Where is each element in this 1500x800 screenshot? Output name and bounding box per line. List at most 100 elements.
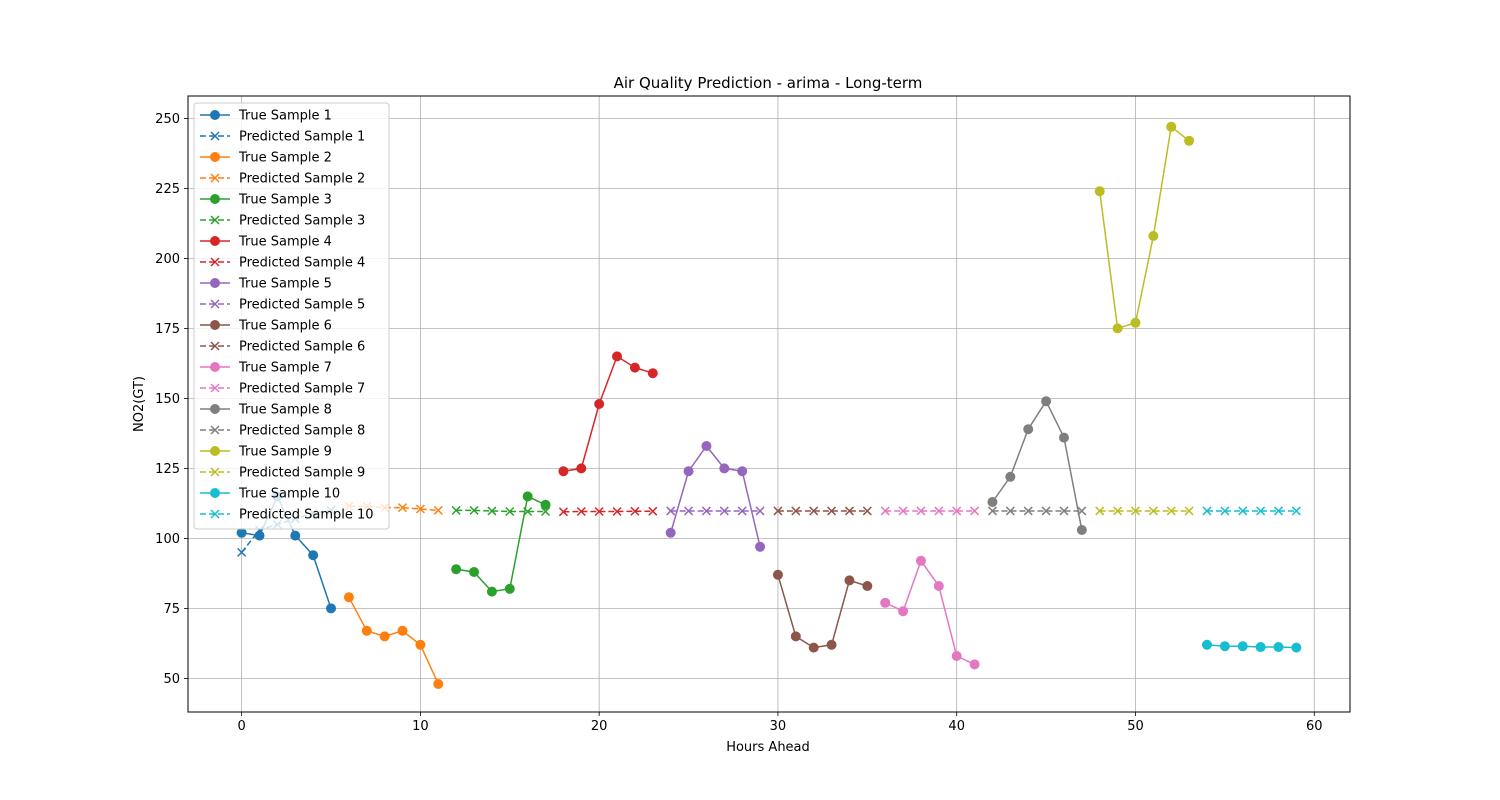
- data-point-marker: [808, 642, 819, 653]
- data-point-marker: [415, 639, 426, 650]
- prediction-point-marker: [1273, 506, 1284, 516]
- legend-swatch-marker: [210, 467, 220, 477]
- legend-swatch-marker: [210, 215, 220, 225]
- data-point-marker: [987, 497, 998, 507]
- data-point-marker: [844, 575, 855, 586]
- prediction-point-marker: [1202, 506, 1212, 516]
- legend-label: Predicted Sample 2: [239, 172, 365, 187]
- prediction-point-marker: [1059, 506, 1069, 516]
- legend-swatch-marker: [210, 257, 220, 267]
- y-tick-label: 100: [155, 532, 180, 547]
- series-group: [773, 506, 872, 516]
- prediction-point-marker: [1130, 506, 1141, 516]
- data-point-marker: [1094, 186, 1105, 197]
- y-tick-label: 125: [155, 462, 180, 477]
- data-point-marker: [755, 541, 766, 552]
- series-group: [666, 506, 765, 516]
- prediction-point-marker: [1184, 506, 1194, 516]
- data-point-marker: [1058, 432, 1069, 443]
- prediction-point-marker: [1023, 506, 1033, 516]
- data-point-marker: [594, 399, 605, 409]
- ticks: 0 10 20 30 40 50 60 50 75 100 125 150 175 200 225 250: [155, 112, 1322, 734]
- prediction-point-marker: [415, 504, 425, 514]
- prediction-point-marker: [898, 506, 908, 516]
- legend-swatch-marker: [210, 509, 220, 519]
- data-point-marker: [326, 603, 337, 614]
- data-point-marker: [236, 527, 247, 538]
- prediction-point-marker: [487, 506, 497, 516]
- prediction-point-marker: [1005, 506, 1015, 516]
- prediction-point-marker: [862, 506, 872, 516]
- data-point-marker: [361, 625, 372, 636]
- legend-label: True Sample 9: [238, 445, 332, 460]
- data-point-marker: [719, 463, 730, 474]
- axes-frame: [187, 95, 1351, 713]
- prediction-point-marker: [1238, 506, 1248, 516]
- data-point-marker: [343, 592, 354, 603]
- prediction-point-marker: [648, 506, 658, 516]
- legend-swatch-marker: [210, 320, 220, 330]
- legend-swatch-marker: [210, 131, 220, 141]
- series-line: [669, 444, 761, 547]
- data-point-marker: [397, 625, 408, 636]
- series-group: [558, 351, 658, 477]
- legend-label: Predicted Sample 6: [239, 340, 365, 355]
- plot-area: [236, 121, 1302, 689]
- data-point-marker: [1291, 642, 1302, 653]
- x-tick-label: 30: [770, 719, 787, 734]
- prediction-point-marker: [397, 503, 408, 513]
- prediction-point-marker: [451, 505, 461, 515]
- data-point-marker: [522, 491, 533, 502]
- data-point-marker: [1148, 231, 1159, 241]
- prediction-point-marker: [505, 506, 515, 517]
- series-group: [1201, 639, 1302, 653]
- data-point-marker: [1255, 642, 1266, 653]
- legend-swatch-marker: [210, 383, 220, 393]
- prediction-point-marker: [916, 506, 926, 516]
- prediction-point-marker: [1095, 506, 1105, 516]
- series-group: [1095, 506, 1194, 516]
- prediction-point-marker: [1220, 506, 1230, 516]
- legend-swatch-marker: [210, 173, 220, 183]
- prediction-point-marker: [952, 506, 962, 516]
- data-point-marker: [683, 466, 694, 477]
- data-point-marker: [1130, 317, 1141, 328]
- series-group: [987, 506, 1087, 516]
- data-point-marker: [1166, 121, 1177, 132]
- data-point-marker: [540, 499, 551, 510]
- legend-label: Predicted Sample 5: [239, 298, 365, 313]
- series-group: [880, 506, 980, 516]
- prediction-point-marker: [1041, 506, 1051, 516]
- data-point-marker: [1219, 641, 1230, 652]
- data-point-marker: [701, 441, 712, 451]
- y-tick-label: 75: [163, 602, 180, 617]
- prediction-point-marker: [1077, 506, 1087, 516]
- prediction-point-marker: [433, 505, 443, 515]
- data-point-marker: [576, 463, 587, 474]
- y-tick-label: 250: [155, 112, 180, 127]
- prediction-point-marker: [719, 506, 729, 516]
- series-group: [987, 396, 1087, 535]
- legend-label: True Sample 1: [238, 109, 332, 124]
- legend-label: True Sample 8: [238, 403, 332, 418]
- legend-swatch-marker: [210, 299, 220, 309]
- x-axis-label: Hours Ahead: [726, 740, 810, 755]
- series-group: [665, 441, 766, 552]
- prediction-point-marker: [809, 506, 819, 516]
- series-group: [558, 506, 658, 517]
- x-tick-label: 20: [591, 719, 608, 734]
- legend-label: Predicted Sample 1: [239, 130, 365, 145]
- prediction-point-marker: [755, 506, 765, 516]
- legend-label: Predicted Sample 10: [239, 508, 374, 523]
- prediction-point-marker: [1291, 506, 1301, 516]
- x-tick-label: 50: [1127, 719, 1144, 734]
- prediction-point-marker: [576, 506, 586, 517]
- data-point-marker: [451, 564, 462, 575]
- legend-label: True Sample 2: [238, 151, 332, 166]
- y-tick-label: 175: [155, 322, 180, 337]
- y-tick-label: 225: [155, 182, 180, 197]
- legend-swatch-marker: [210, 488, 220, 498]
- data-point-marker: [1112, 323, 1123, 334]
- legend-label: Predicted Sample 4: [239, 256, 365, 271]
